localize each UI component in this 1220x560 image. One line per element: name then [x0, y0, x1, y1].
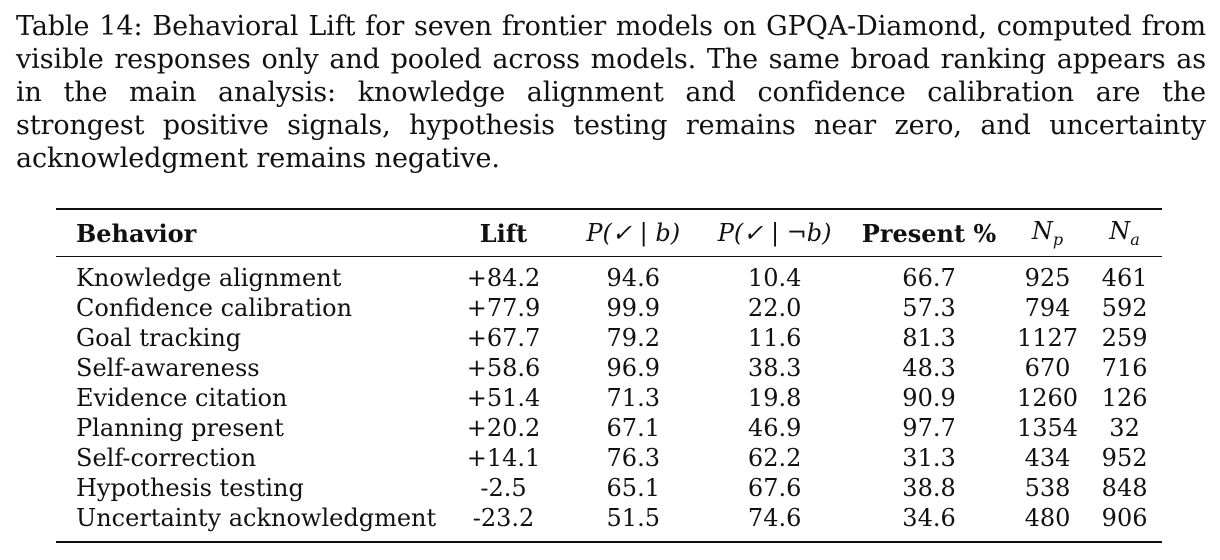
cell-n-absent: 848: [1101, 474, 1148, 502]
behavioral-lift-table: Behavior Lift P(✓ | b) P(✓ | ¬b) Present…: [56, 208, 1162, 543]
cell-p-given-not-b: 74.6: [747, 504, 802, 532]
cell-p-given-not-b: 19.8: [747, 384, 802, 412]
cell-behavior: Self-awareness: [76, 354, 260, 382]
header-n-absent-subscript: a: [1130, 229, 1140, 249]
cell-p-given-not-b: 22.0: [747, 294, 802, 322]
cell-behavior: Knowledge alignment: [76, 264, 342, 292]
cell-n-present: 1127: [1016, 324, 1079, 352]
cell-p-given-not-b: 67.6: [747, 474, 802, 502]
cell-p-given-b: 71.3: [606, 384, 660, 412]
cell-present-percent: 31.3: [902, 444, 956, 472]
cell-behavior: Evidence citation: [76, 384, 288, 412]
cell-present-percent: 48.3: [902, 354, 956, 382]
cell-n-absent: 716: [1101, 354, 1148, 382]
cell-lift: +14.1: [466, 444, 541, 472]
header-n-present-subscript: p: [1052, 229, 1064, 249]
cell-lift: +84.2: [466, 264, 541, 292]
cell-p-given-b: 94.6: [606, 264, 660, 292]
cell-lift: +20.2: [466, 414, 541, 442]
cell-p-given-b: 79.2: [606, 324, 660, 352]
cell-present-percent: 57.3: [902, 294, 956, 322]
cell-behavior: Hypothesis testing: [76, 474, 304, 502]
table-row: Hypothesis testing -2.5 65.1 67.6 38.8 5…: [56, 473, 1162, 503]
cell-behavior: Planning present: [76, 414, 284, 442]
cell-lift: +77.9: [466, 294, 541, 322]
cell-n-absent: 259: [1101, 324, 1148, 352]
table-row: Evidence citation +51.4 71.3 19.8 90.9 1…: [56, 383, 1162, 413]
cell-n-present: 480: [1024, 504, 1071, 532]
cell-behavior: Confidence calibration: [76, 294, 353, 322]
cell-behavior: Uncertainty acknowledgment: [76, 504, 437, 532]
table-row: Knowledge alignment +84.2 94.6 10.4 66.7…: [56, 257, 1162, 294]
header-n-present-base: N: [1031, 217, 1053, 246]
cell-lift: -2.5: [480, 474, 527, 502]
cell-behavior: Self-correction: [76, 444, 257, 472]
header-n-absent: Na: [1087, 209, 1162, 257]
table-row: Self-correction +14.1 76.3 62.2 31.3 434…: [56, 443, 1162, 473]
header-n-absent-base: N: [1109, 217, 1131, 246]
cell-p-given-not-b: 10.4: [747, 264, 802, 292]
cell-p-given-not-b: 46.9: [747, 414, 802, 442]
header-p-given-not-b: P(✓ | ¬b): [717, 219, 832, 247]
cell-present-percent: 97.7: [902, 414, 956, 442]
header-row: Behavior Lift P(✓ | b) P(✓ | ¬b) Present…: [56, 209, 1162, 257]
cell-n-present: 1260: [1016, 384, 1079, 412]
cell-present-percent: 81.3: [902, 324, 956, 352]
cell-p-given-b: 51.5: [606, 504, 660, 532]
cell-lift: -23.2: [472, 504, 535, 532]
cell-n-present: 670: [1024, 354, 1071, 382]
table-row: Self-awareness +58.6 96.9 38.3 48.3 670 …: [56, 353, 1162, 383]
cell-n-absent: 592: [1101, 294, 1148, 322]
cell-p-given-not-b: 38.3: [747, 354, 802, 382]
cell-n-present: 434: [1024, 444, 1071, 472]
table-row: Planning present +20.2 67.1 46.9 97.7 13…: [56, 413, 1162, 443]
header-behavior: Behavior: [76, 218, 197, 248]
cell-present-percent: 38.8: [902, 474, 956, 502]
header-present-percent: Present %: [861, 218, 997, 248]
cell-present-percent: 66.7: [902, 264, 956, 292]
header-p-given-b: P(✓ | b): [586, 219, 681, 247]
cell-lift: +51.4: [466, 384, 541, 412]
cell-n-present: 794: [1024, 294, 1071, 322]
cell-lift: +58.6: [466, 354, 541, 382]
table-row: Uncertainty acknowledgment -23.2 51.5 74…: [56, 503, 1162, 542]
header-lift: Lift: [479, 218, 528, 248]
cell-present-percent: 34.6: [902, 504, 956, 532]
cell-behavior: Goal tracking: [76, 324, 242, 352]
cell-n-absent: 461: [1101, 264, 1148, 292]
results-table-container: Behavior Lift P(✓ | b) P(✓ | ¬b) Present…: [56, 208, 1162, 543]
table-header: Behavior Lift P(✓ | b) P(✓ | ¬b) Present…: [56, 209, 1162, 257]
cell-p-given-not-b: 11.6: [747, 324, 802, 352]
cell-lift: +67.7: [466, 324, 541, 352]
cell-p-given-b: 96.9: [606, 354, 660, 382]
cell-n-present: 925: [1024, 264, 1071, 292]
cell-p-given-b: 76.3: [606, 444, 660, 472]
cell-n-absent: 906: [1101, 504, 1148, 532]
cell-n-absent: 126: [1101, 384, 1148, 412]
cell-n-present: 1354: [1016, 414, 1079, 442]
cell-n-absent: 32: [1109, 414, 1140, 442]
table-caption: Table 14: Behavioral Lift for seven fron…: [16, 11, 1206, 174]
cell-present-percent: 90.9: [902, 384, 956, 412]
header-n-present: Np: [1008, 209, 1087, 257]
cell-p-given-b: 99.9: [606, 294, 660, 322]
cell-p-given-not-b: 62.2: [747, 444, 802, 472]
cell-p-given-b: 67.1: [606, 414, 660, 442]
table-body: Knowledge alignment +84.2 94.6 10.4 66.7…: [56, 257, 1162, 542]
table-row: Confidence calibration +77.9 99.9 22.0 5…: [56, 293, 1162, 323]
cell-n-present: 538: [1024, 474, 1071, 502]
cell-n-absent: 952: [1101, 444, 1148, 472]
table-row: Goal tracking +67.7 79.2 11.6 81.3 1127 …: [56, 323, 1162, 353]
cell-p-given-b: 65.1: [606, 474, 660, 502]
